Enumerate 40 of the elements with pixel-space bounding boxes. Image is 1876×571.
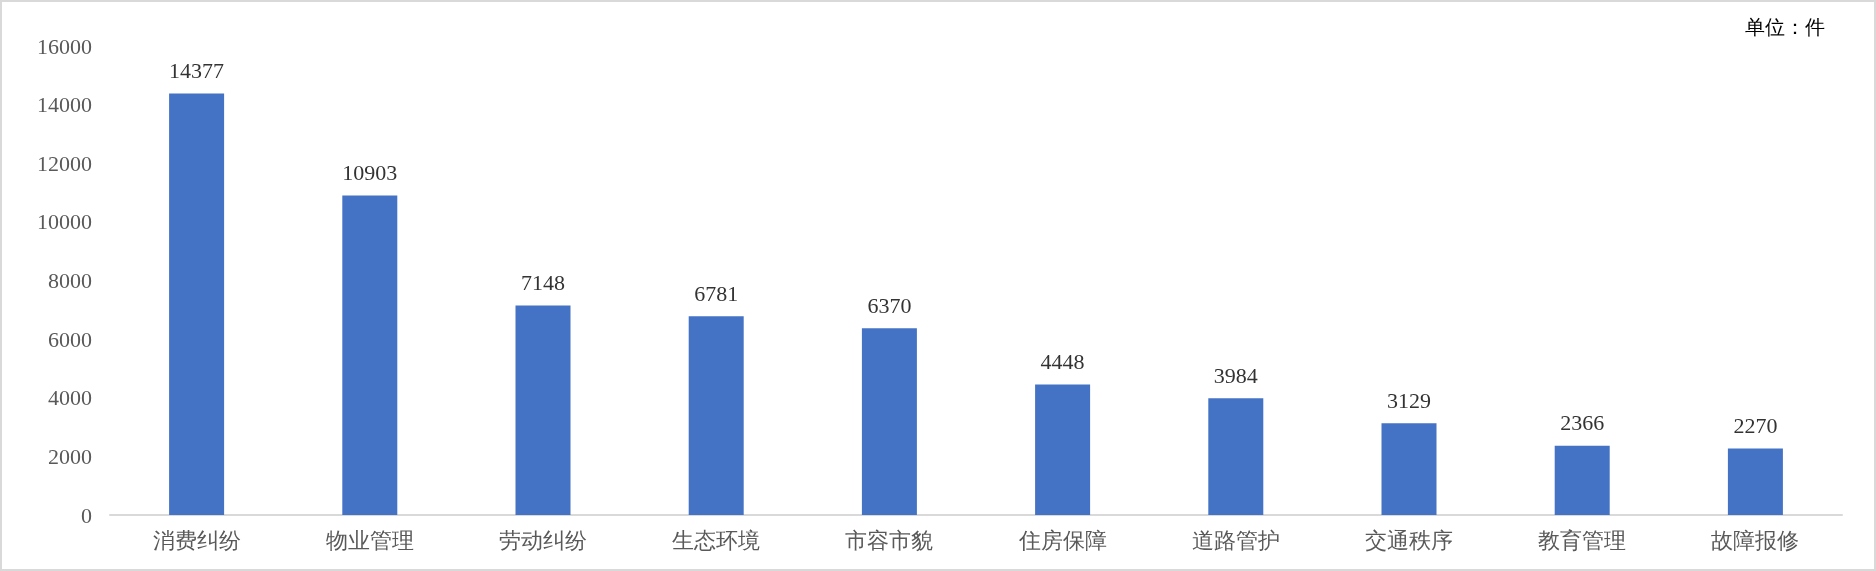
bar bbox=[688, 316, 744, 515]
y-tick-label: 16000 bbox=[37, 33, 92, 59]
x-tick-label: 消费纠纷 bbox=[152, 527, 241, 553]
bar bbox=[342, 195, 398, 515]
text: 单位：件 bbox=[1745, 16, 1825, 38]
data-label: 7148 bbox=[521, 269, 565, 295]
bar bbox=[1554, 445, 1610, 515]
data-label: 2270 bbox=[1733, 412, 1778, 438]
data-label: 4448 bbox=[1040, 349, 1085, 375]
data-label: 6370 bbox=[867, 292, 912, 318]
y-tick-label: 8000 bbox=[48, 268, 92, 293]
bar bbox=[1381, 423, 1437, 515]
data-label: 3129 bbox=[1387, 387, 1431, 413]
x-tick-label: 物业管理 bbox=[325, 527, 414, 553]
y-tick-label: 14000 bbox=[37, 92, 92, 118]
bar bbox=[1035, 384, 1091, 515]
data-label: 10903 bbox=[342, 159, 398, 185]
x-tick-label: 生态环境 bbox=[672, 527, 761, 553]
bar bbox=[1208, 398, 1264, 515]
bar bbox=[515, 305, 571, 515]
x-tick-label: 交通秩序 bbox=[1365, 527, 1453, 553]
y-tick-label: 4000 bbox=[48, 385, 92, 411]
x-tick-label: 教育管理 bbox=[1538, 527, 1627, 553]
x-tick-label: 故障报修 bbox=[1711, 527, 1800, 553]
x-tick-label: 住房保障 bbox=[1017, 527, 1107, 553]
y-tick-label: 12000 bbox=[37, 150, 92, 176]
data-label: 3984 bbox=[1213, 362, 1258, 388]
y-tick-label: 6000 bbox=[48, 326, 92, 352]
data-label: 6781 bbox=[694, 280, 739, 306]
bar bbox=[1727, 448, 1783, 515]
data-label: 2366 bbox=[1560, 410, 1605, 436]
bar bbox=[861, 328, 917, 515]
y-tick-label: 2000 bbox=[48, 443, 92, 469]
x-tick-label: 市容市貌 bbox=[845, 527, 934, 553]
y-tick-label: 0 bbox=[81, 502, 92, 528]
x-tick-label: 劳动纠纷 bbox=[499, 527, 587, 553]
y-tick-label: 10000 bbox=[37, 209, 92, 235]
x-tick-label: 道路管护 bbox=[1191, 527, 1280, 553]
bar bbox=[169, 93, 225, 515]
data-label: 14377 bbox=[169, 58, 225, 84]
